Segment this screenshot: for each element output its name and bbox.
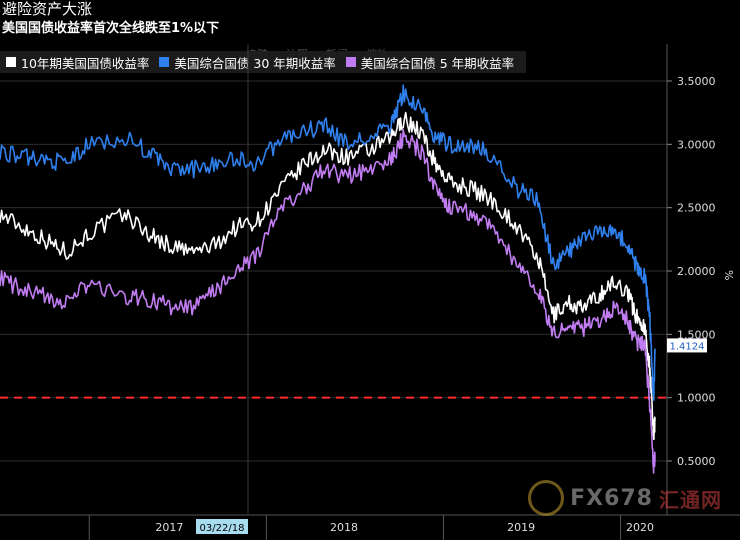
y-tick-label: 2.0000 bbox=[677, 265, 716, 278]
y-tick-label: 1.0000 bbox=[677, 392, 716, 405]
y-tick-label: 1.5000 bbox=[677, 328, 716, 341]
series-line-2 bbox=[0, 129, 656, 474]
legend-item-30y[interactable]: 美国综合国债 30 年期收益率 bbox=[159, 53, 336, 72]
series-line-1 bbox=[0, 84, 656, 401]
y-tick-label: 2.5000 bbox=[677, 202, 716, 215]
legend-item-10y[interactable]: 10年期美国国债收益率 bbox=[6, 53, 149, 72]
series-line-0 bbox=[0, 111, 656, 441]
legend-label-10y: 10年期美国国债收益率 bbox=[21, 55, 150, 71]
x-tick-label: 2017 bbox=[155, 521, 183, 534]
chart-title: 避险资产大涨 bbox=[2, 0, 93, 18]
watermark-cn: 汇通网 bbox=[659, 487, 722, 512]
legend-swatch-30y bbox=[159, 57, 170, 67]
x-tick-label: 2020 bbox=[626, 521, 654, 534]
x-tick-label: 2019 bbox=[507, 521, 535, 534]
legend-item-5y[interactable]: 美国综合国债 5 年期收益率 bbox=[345, 53, 515, 72]
legend-label-30y: 美国综合国债 30 年期收益率 bbox=[174, 55, 336, 71]
x-tick-label: 2018 bbox=[330, 521, 358, 534]
legend-swatch-5y bbox=[345, 57, 356, 67]
y-tick-label: 3.5000 bbox=[677, 75, 716, 88]
y-tick-label: 3.0000 bbox=[677, 138, 716, 151]
watermark: FX678 汇通网 bbox=[528, 480, 722, 516]
legend-label-5y: 美国综合国债 5 年期收益率 bbox=[360, 55, 515, 71]
legend-swatch-10y bbox=[6, 57, 16, 67]
date-highlight-box bbox=[196, 519, 248, 534]
last-value-label: 1.4124 bbox=[670, 341, 705, 352]
y-tick-label: 0.5000 bbox=[677, 455, 716, 468]
y-axis-label: % bbox=[722, 270, 735, 280]
watermark-logo-icon bbox=[528, 480, 565, 516]
watermark-text: FX678 bbox=[570, 485, 653, 511]
date-highlight-label: 03/22/18 bbox=[200, 523, 245, 534]
last-value-box bbox=[667, 338, 707, 353]
chart-legend: 10年期美国国债收益率 美国综合国债 30 年期收益率 美国综合国债 5 年期收… bbox=[0, 51, 527, 73]
chart-subtitle: 美国国债收益率首次全线跌至1%以下 bbox=[2, 21, 220, 36]
